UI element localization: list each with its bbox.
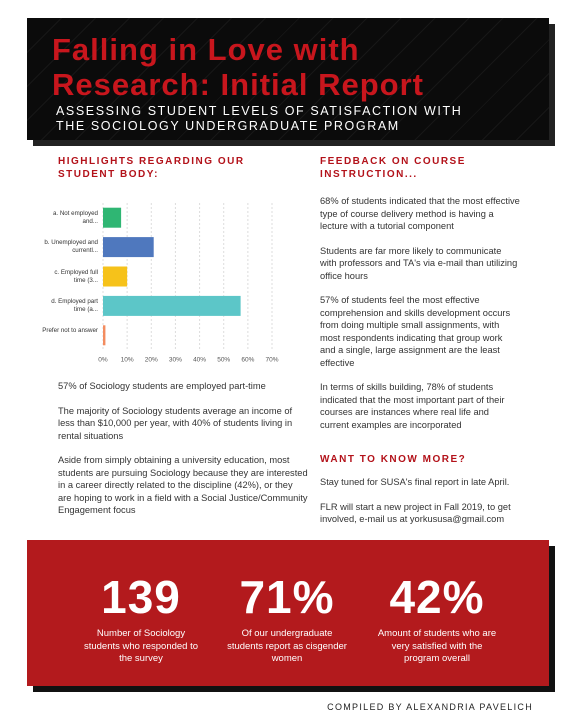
title: Falling in Love with Research: Initial R…	[52, 32, 424, 102]
x-tick-label: 0%	[98, 357, 108, 364]
bar	[103, 266, 128, 287]
bar	[103, 207, 122, 228]
x-tick-label: 60%	[241, 357, 254, 364]
x-tick-label: 70%	[265, 357, 278, 364]
x-tick-label: 30%	[169, 357, 182, 364]
stat: 42% Amount of students who are very sati…	[362, 572, 512, 666]
y-tick-label: Prefer not to answer	[42, 327, 98, 335]
y-tick-label: b. Unemployed and currentl...	[44, 239, 98, 255]
x-tick-label: 50%	[217, 357, 230, 364]
paragraph: Stay tuned for SUSA's final report in la…	[320, 477, 510, 487]
stat: 71% Of our undergraduate students report…	[212, 572, 362, 666]
section-body: Stay tuned for SUSA's final report in la…	[320, 476, 520, 526]
paragraph: 68% of students indicated that the most …	[320, 196, 520, 231]
paragraph: The majority of Sociology students avera…	[58, 405, 293, 441]
y-tick-label: d. Employed part time (a...	[51, 297, 98, 313]
paragraph: In terms of skills building, 78% of stud…	[320, 382, 505, 430]
x-tick-label: 40%	[193, 357, 206, 364]
paragraph: Students are far more likely to communic…	[320, 245, 518, 281]
x-tick-label: 10%	[121, 357, 134, 364]
stat-number: 139	[101, 571, 181, 623]
chart-svg: 0% 10% 20% 30% 40% 50% 60% 70%	[98, 203, 279, 364]
paragraph: 57% of Sociology students are employed p…	[58, 381, 266, 391]
subtitle: ASSESSING STUDENT LEVELS OF SATISFACTION…	[56, 104, 463, 133]
stat: 139 Number of Sociology students who res…	[66, 572, 216, 666]
stats-band	[27, 540, 549, 686]
stat-number: 42%	[389, 571, 485, 623]
stat-label: Amount of students who are very satisfie…	[377, 628, 497, 664]
paragraph: 57% of students feel the most effective …	[320, 295, 511, 368]
y-tick-label: c. Employed full time (3...	[54, 268, 98, 284]
stat-number: 71%	[239, 571, 335, 623]
chart: 0% 10% 20% 30% 40% 50% 60% 70% a. Not employed …	[40, 195, 285, 370]
stat-label: Number of Sociology students who respond…	[83, 628, 199, 664]
bar	[103, 295, 241, 316]
x-tick-label: 20%	[145, 357, 158, 364]
bar	[103, 325, 106, 346]
paragraph: FLR will start a new project in Fall 201…	[320, 501, 511, 525]
header-band	[27, 18, 549, 140]
left-text: 57% of Sociology students are employed p…	[58, 380, 308, 517]
right-column: FEEDBACK ON COURSE INSTRUCTION... 68% of…	[320, 155, 520, 526]
section-heading: WANT TO KNOW MORE?	[320, 454, 467, 465]
section-heading: FEEDBACK ON COURSE INSTRUCTION...	[320, 156, 466, 180]
footer: COMPILED BY ALEXANDRIA PAVELICH	[327, 702, 533, 712]
section-heading: HIGHLIGHTS REGARDING OUR STUDENT BODY:	[58, 156, 245, 180]
section-body: 68% of students indicated that the most …	[320, 195, 520, 431]
bar	[103, 237, 154, 258]
stat-label: Of our undergraduate students report as …	[227, 628, 347, 664]
paragraph: Aside from simply obtaining a university…	[58, 455, 308, 515]
y-tick-label: a. Not employed and...	[52, 209, 98, 225]
